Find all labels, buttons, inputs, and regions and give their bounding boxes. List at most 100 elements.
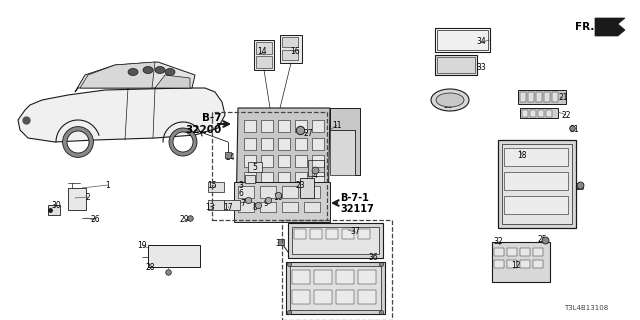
Bar bbox=[342, 229, 354, 239]
Bar bbox=[330, 130, 355, 175]
Polygon shape bbox=[330, 108, 360, 175]
Text: 32200: 32200 bbox=[186, 125, 222, 135]
Text: 18: 18 bbox=[517, 150, 527, 159]
Bar bbox=[208, 200, 224, 210]
Bar bbox=[528, 92, 534, 102]
Bar bbox=[533, 248, 543, 256]
Bar bbox=[312, 120, 324, 132]
Bar bbox=[504, 196, 568, 214]
Bar bbox=[292, 227, 379, 254]
Bar bbox=[310, 229, 322, 239]
Text: B-7: B-7 bbox=[202, 113, 222, 123]
Bar bbox=[282, 37, 298, 47]
Bar bbox=[326, 229, 338, 239]
Bar bbox=[212, 112, 327, 220]
Bar bbox=[312, 138, 324, 150]
Text: 32117: 32117 bbox=[340, 204, 374, 214]
Bar bbox=[261, 120, 273, 132]
Bar bbox=[336, 290, 354, 304]
Bar bbox=[208, 182, 224, 192]
Bar bbox=[437, 30, 488, 50]
Text: 12: 12 bbox=[511, 260, 521, 269]
Bar bbox=[536, 92, 542, 102]
Bar bbox=[507, 260, 517, 268]
Bar bbox=[504, 172, 568, 190]
Text: 25: 25 bbox=[575, 183, 585, 193]
Text: 38: 38 bbox=[275, 238, 285, 247]
Bar bbox=[437, 57, 475, 73]
Text: 15: 15 bbox=[207, 180, 217, 189]
Text: 2: 2 bbox=[86, 193, 90, 202]
Bar bbox=[504, 148, 568, 166]
Bar bbox=[256, 42, 272, 54]
Text: 35: 35 bbox=[443, 100, 453, 109]
Bar bbox=[292, 270, 310, 284]
Bar bbox=[184, 245, 196, 255]
Polygon shape bbox=[80, 62, 155, 88]
Polygon shape bbox=[236, 108, 330, 218]
Text: 26: 26 bbox=[90, 215, 100, 225]
Bar bbox=[312, 172, 324, 184]
Text: 21: 21 bbox=[558, 93, 568, 102]
Bar bbox=[312, 155, 324, 167]
Bar bbox=[286, 262, 385, 314]
Bar bbox=[530, 110, 536, 117]
Text: 14: 14 bbox=[257, 47, 267, 57]
Bar bbox=[282, 50, 298, 60]
Text: 28: 28 bbox=[145, 263, 155, 273]
Text: 3: 3 bbox=[239, 180, 243, 189]
Bar bbox=[254, 40, 274, 70]
Bar bbox=[295, 138, 307, 150]
Text: 22: 22 bbox=[561, 110, 571, 119]
Bar bbox=[538, 110, 544, 117]
Ellipse shape bbox=[436, 93, 464, 107]
Bar bbox=[494, 260, 504, 268]
Bar bbox=[494, 248, 504, 256]
Bar bbox=[300, 178, 314, 198]
Text: B-7-1: B-7-1 bbox=[340, 193, 369, 203]
Bar bbox=[244, 155, 256, 167]
Bar bbox=[308, 160, 324, 176]
Bar bbox=[358, 290, 376, 304]
Bar bbox=[224, 200, 240, 210]
Ellipse shape bbox=[155, 67, 165, 74]
Bar bbox=[290, 266, 381, 310]
Bar bbox=[304, 186, 320, 198]
Bar bbox=[288, 223, 383, 258]
Text: 25: 25 bbox=[537, 236, 547, 244]
Bar bbox=[260, 186, 276, 198]
Bar bbox=[168, 245, 180, 255]
Bar bbox=[278, 155, 290, 167]
Text: 27: 27 bbox=[303, 129, 313, 138]
Bar bbox=[544, 92, 550, 102]
Bar bbox=[546, 110, 552, 117]
Bar bbox=[336, 270, 354, 284]
Bar bbox=[238, 186, 254, 198]
Ellipse shape bbox=[431, 89, 469, 111]
Bar bbox=[507, 248, 517, 256]
Text: 17: 17 bbox=[223, 203, 233, 212]
Text: 7: 7 bbox=[241, 198, 245, 207]
Polygon shape bbox=[595, 18, 625, 36]
Text: 23: 23 bbox=[295, 180, 305, 189]
Bar bbox=[314, 270, 332, 284]
Text: 8: 8 bbox=[253, 204, 257, 212]
Text: 31: 31 bbox=[569, 125, 579, 134]
Bar bbox=[244, 138, 256, 150]
Text: 13: 13 bbox=[205, 203, 215, 212]
Bar bbox=[244, 120, 256, 132]
Text: 24: 24 bbox=[225, 154, 235, 163]
Text: 19: 19 bbox=[137, 241, 147, 250]
Text: 32: 32 bbox=[493, 237, 503, 246]
Text: 34: 34 bbox=[476, 37, 486, 46]
Bar bbox=[234, 182, 330, 222]
Bar bbox=[261, 155, 273, 167]
Bar bbox=[314, 290, 332, 304]
Bar bbox=[68, 188, 86, 210]
Bar bbox=[282, 220, 392, 320]
Bar bbox=[295, 120, 307, 132]
Ellipse shape bbox=[128, 68, 138, 76]
Bar bbox=[256, 56, 272, 68]
Bar bbox=[278, 138, 290, 150]
Bar bbox=[148, 245, 200, 267]
